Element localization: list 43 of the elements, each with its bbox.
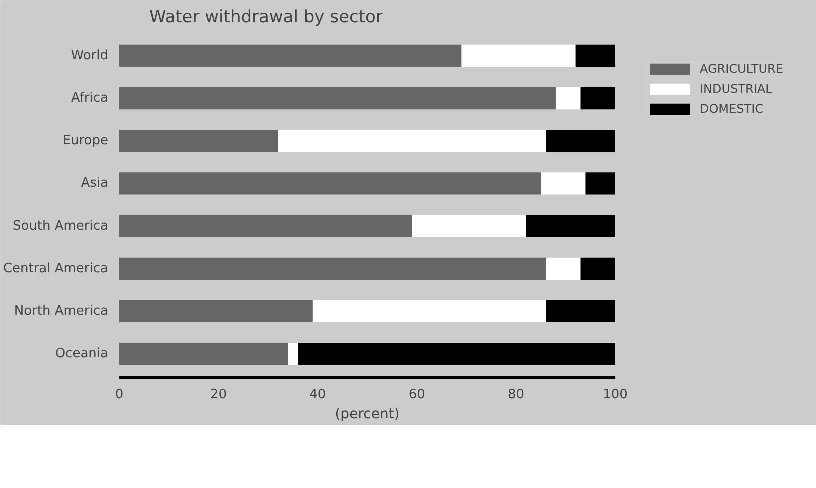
bar	[546, 258, 581, 280]
bar	[576, 44, 616, 67]
y-tick-label: Central America	[3, 261, 108, 276]
bar	[278, 130, 546, 152]
x-tick-label: 60	[408, 388, 426, 402]
legend-label: INDUSTRIAL	[700, 82, 772, 96]
y-tick-label: North America	[14, 304, 109, 319]
bar	[120, 215, 412, 238]
bar	[541, 172, 586, 195]
x-tick-label: 80	[508, 388, 525, 402]
bar	[288, 343, 298, 366]
bar	[546, 130, 616, 152]
bar	[120, 300, 313, 323]
bar	[120, 87, 556, 110]
chart-title: Water withdrawal by sector	[150, 8, 383, 28]
bar	[586, 172, 616, 195]
y-tick-label: South America	[12, 218, 109, 234]
legend-label: DOMESTIC	[700, 102, 764, 116]
bar	[120, 44, 462, 67]
bar	[120, 258, 546, 280]
y-tick-label: Asia	[81, 176, 109, 192]
bar	[556, 87, 581, 110]
bar	[120, 172, 542, 195]
legend-label: AGRICULTURE	[700, 62, 784, 76]
y-tick-label: Europe	[62, 134, 109, 149]
bar	[412, 215, 526, 238]
x-axis-title: (percent)	[335, 406, 400, 422]
x-tick-label: 100	[603, 388, 628, 402]
bar	[526, 215, 616, 238]
y-tick-label: World	[71, 48, 109, 64]
bar	[580, 258, 616, 280]
bar	[120, 130, 278, 152]
y-tick-label: Oceania	[55, 346, 109, 362]
x-tick-label: 40	[310, 388, 326, 402]
bar	[120, 343, 288, 366]
bar	[580, 87, 616, 110]
y-tick-label: Africa	[71, 91, 108, 106]
bar	[546, 300, 616, 323]
bar	[312, 300, 546, 323]
bar	[298, 343, 616, 366]
x-tick-label: 20	[210, 388, 227, 402]
x-tick-label: 0	[115, 388, 124, 402]
bar	[462, 44, 576, 67]
